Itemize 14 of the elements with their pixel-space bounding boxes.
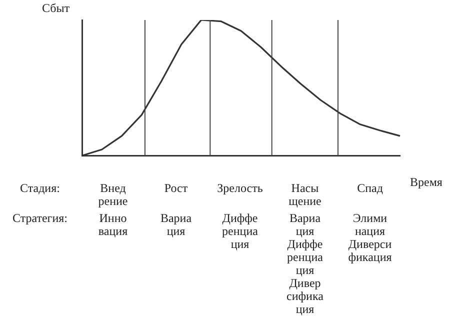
- text: Диффе ренциа ция: [222, 211, 258, 251]
- text: Внед рение: [98, 181, 128, 208]
- text: Насы щение: [288, 181, 322, 208]
- text: Инно вация: [98, 211, 128, 238]
- text: Рост: [164, 181, 188, 195]
- text: Вариа ция Диффе ренциа ция Дивер сифика ция: [286, 211, 324, 316]
- text: Стадия:: [19, 181, 61, 195]
- y-axis-title: Сбыт: [42, 1, 70, 15]
- x-axis-title: Время: [410, 175, 442, 189]
- text: Элими нация Диверси фикация: [348, 211, 392, 264]
- text: Зрелость: [217, 181, 263, 195]
- text: Вариа ция: [160, 211, 192, 238]
- text: Стратегия:: [11, 211, 69, 225]
- text: Спад: [357, 181, 383, 195]
